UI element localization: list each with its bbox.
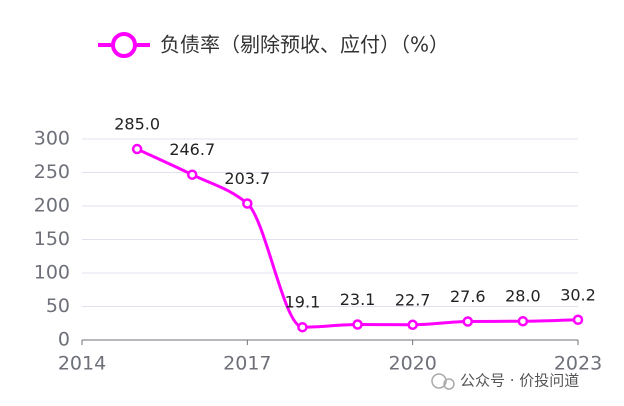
- watermark-icon: [443, 378, 455, 390]
- y-tick-label: 100: [34, 262, 70, 284]
- point: [462, 316, 474, 327]
- point: [186, 169, 198, 180]
- legend: 负债率（剔除预收、应付）（%）: [98, 32, 449, 58]
- x-tick-label: 2020: [388, 353, 436, 375]
- point: [407, 319, 418, 331]
- data-label: 246.7: [169, 140, 215, 159]
- data-label: 28.0: [505, 287, 541, 306]
- point: [352, 319, 363, 330]
- point: [242, 198, 253, 209]
- y-tick-label: 50: [46, 295, 70, 317]
- legend-label: 负债率（剔除预收、应付）（%）: [160, 33, 449, 57]
- data-label: 19.1: [285, 293, 321, 312]
- series-line: [136, 147, 579, 329]
- x-tick-label: 2014: [58, 353, 106, 375]
- point: [572, 314, 584, 326]
- point: [517, 315, 529, 327]
- y-tick-label: 0: [58, 329, 70, 351]
- data-label: 203.7: [224, 169, 270, 188]
- data-label: 27.6: [450, 287, 486, 306]
- y-tick-label: 250: [34, 161, 70, 183]
- watermark-text: 公众号 · 价投问道: [460, 372, 579, 390]
- data-label: 30.2: [560, 285, 596, 304]
- y-tick-label: 300: [34, 128, 70, 150]
- legend-marker: [111, 32, 137, 58]
- data-label: 23.1: [340, 290, 376, 309]
- data-label: 285.0: [114, 115, 160, 134]
- x-tick-label: 2017: [223, 353, 271, 375]
- watermark: 公众号 · 价投问道: [431, 372, 579, 390]
- point: [297, 321, 308, 333]
- x-tick-label: 2023: [554, 353, 602, 375]
- point: [131, 143, 143, 155]
- y-tick-label: 200: [34, 195, 70, 217]
- y-tick-label: 150: [34, 228, 70, 250]
- data-label: 22.7: [395, 290, 431, 309]
- watermark-icon: [431, 373, 447, 389]
